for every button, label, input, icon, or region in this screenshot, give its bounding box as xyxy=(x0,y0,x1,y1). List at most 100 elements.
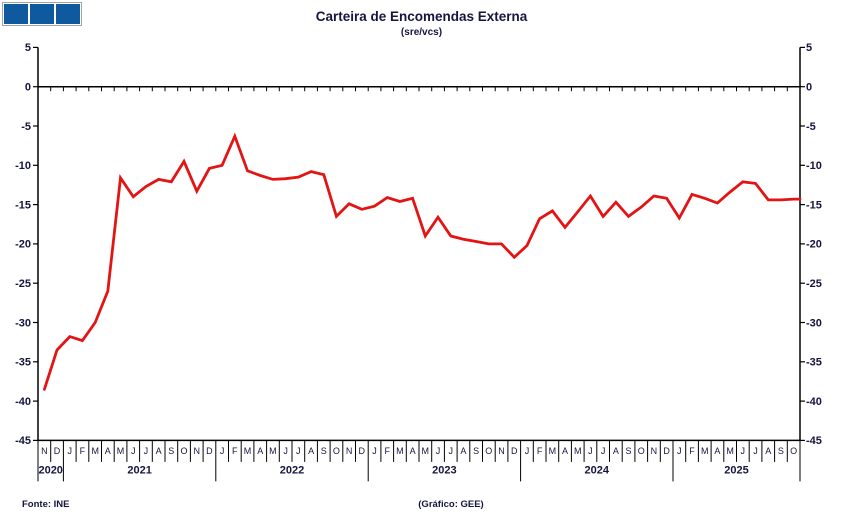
svg-text:D: D xyxy=(54,446,61,456)
svg-text:2021: 2021 xyxy=(127,464,151,476)
svg-text:N: N xyxy=(41,446,48,456)
svg-text:A: A xyxy=(156,446,162,456)
svg-text:D: D xyxy=(206,446,213,456)
logo xyxy=(2,2,82,26)
svg-text:D: D xyxy=(511,446,518,456)
x-year-labels: 2020 2021 2022 2023 2024 2025 xyxy=(38,464,748,476)
credit-label: (Gráfico: GEE) xyxy=(418,499,484,510)
svg-text:M: M xyxy=(396,446,404,456)
y-axes xyxy=(37,47,801,441)
y-tick-labels: 5 5 0 0 -5 -5 -10 -10 -15 -15 -20 -20 -25 -25 -30 -30 -3… xyxy=(15,42,822,447)
source-label: Fonte: INE xyxy=(22,499,70,510)
svg-text:J: J xyxy=(68,446,73,456)
svg-text:J: J xyxy=(131,446,136,456)
svg-text:-20: -20 xyxy=(15,239,31,251)
svg-text:2020: 2020 xyxy=(38,464,62,476)
svg-text:J: J xyxy=(601,446,606,456)
svg-text:-30: -30 xyxy=(806,317,822,329)
svg-text:J: J xyxy=(220,446,225,456)
svg-text:A: A xyxy=(105,446,111,456)
svg-text:A: A xyxy=(613,446,619,456)
svg-text:N: N xyxy=(498,446,505,456)
svg-text:J: J xyxy=(436,446,441,456)
svg-text:-5: -5 xyxy=(21,121,31,133)
svg-text:-10: -10 xyxy=(806,160,822,172)
svg-text:O: O xyxy=(333,446,340,456)
svg-text:2025: 2025 xyxy=(724,464,748,476)
svg-text:A: A xyxy=(410,446,416,456)
chart-subtitle: (sre/vcs) xyxy=(400,27,443,38)
svg-text:J: J xyxy=(296,446,301,456)
svg-text:F: F xyxy=(385,446,391,456)
logo-square xyxy=(4,4,28,24)
svg-text:2022: 2022 xyxy=(280,464,304,476)
svg-text:-45: -45 xyxy=(15,435,31,447)
svg-text:J: J xyxy=(372,446,377,456)
svg-text:-15: -15 xyxy=(15,199,31,211)
svg-text:M: M xyxy=(269,446,277,456)
logo-square xyxy=(56,4,80,24)
svg-text:J: J xyxy=(753,446,758,456)
svg-text:M: M xyxy=(117,446,125,456)
svg-text:-45: -45 xyxy=(806,435,822,447)
svg-text:0: 0 xyxy=(806,82,812,94)
svg-text:N: N xyxy=(194,446,201,456)
svg-text:M: M xyxy=(422,446,430,456)
x-axis-separators xyxy=(37,440,801,482)
svg-text:A: A xyxy=(460,446,466,456)
svg-text:J: J xyxy=(741,446,746,456)
logo-square xyxy=(30,4,54,24)
svg-text:A: A xyxy=(308,446,314,456)
svg-text:A: A xyxy=(714,446,720,456)
svg-text:F: F xyxy=(232,446,238,456)
svg-text:J: J xyxy=(525,446,530,456)
svg-text:-15: -15 xyxy=(806,199,822,211)
svg-text:2024: 2024 xyxy=(585,464,610,476)
svg-text:S: S xyxy=(625,446,631,456)
svg-text:F: F xyxy=(80,446,86,456)
svg-text:-10: -10 xyxy=(15,160,31,172)
svg-text:M: M xyxy=(91,446,99,456)
svg-text:-25: -25 xyxy=(806,278,822,290)
svg-text:N: N xyxy=(651,446,658,456)
svg-text:O: O xyxy=(638,446,645,456)
svg-text:5: 5 xyxy=(25,42,31,54)
svg-text:S: S xyxy=(778,446,784,456)
svg-text:S: S xyxy=(473,446,479,456)
svg-text:J: J xyxy=(588,446,593,456)
svg-text:-35: -35 xyxy=(15,357,31,369)
svg-text:S: S xyxy=(321,446,327,456)
svg-text:N: N xyxy=(346,446,353,456)
svg-text:J: J xyxy=(283,446,288,456)
svg-text:-30: -30 xyxy=(15,317,31,329)
svg-text:-40: -40 xyxy=(15,396,31,408)
svg-text:A: A xyxy=(257,446,263,456)
svg-text:A: A xyxy=(765,446,771,456)
svg-text:F: F xyxy=(689,446,695,456)
svg-text:M: M xyxy=(244,446,252,456)
svg-text:J: J xyxy=(677,446,682,456)
svg-text:O: O xyxy=(180,446,187,456)
svg-text:J: J xyxy=(449,446,454,456)
svg-text:M: M xyxy=(701,446,709,456)
svg-text:D: D xyxy=(663,446,670,456)
series-line xyxy=(43,132,802,391)
svg-text:S: S xyxy=(168,446,174,456)
svg-text:M: M xyxy=(574,446,582,456)
svg-text:D: D xyxy=(359,446,366,456)
svg-text:A: A xyxy=(562,446,568,456)
y-ticks xyxy=(33,46,805,441)
zero-line-ticks xyxy=(50,86,788,92)
svg-text:M: M xyxy=(549,446,557,456)
svg-text:0: 0 xyxy=(25,82,31,94)
svg-text:O: O xyxy=(485,446,492,456)
svg-text:-35: -35 xyxy=(806,357,822,369)
svg-text:-20: -20 xyxy=(806,239,822,251)
svg-text:M: M xyxy=(726,446,734,456)
svg-text:5: 5 xyxy=(806,42,812,54)
svg-text:-5: -5 xyxy=(806,121,816,133)
